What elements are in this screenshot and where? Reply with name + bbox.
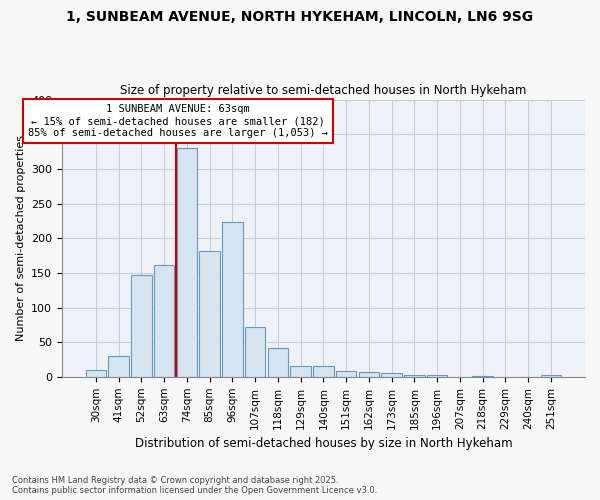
Bar <box>222 222 243 377</box>
Bar <box>109 356 129 377</box>
Bar <box>541 374 561 377</box>
Bar <box>177 148 197 377</box>
Text: Contains HM Land Registry data © Crown copyright and database right 2025.
Contai: Contains HM Land Registry data © Crown c… <box>12 476 377 495</box>
Bar <box>382 374 402 377</box>
Text: 1, SUNBEAM AVENUE, NORTH HYKEHAM, LINCOLN, LN6 9SG: 1, SUNBEAM AVENUE, NORTH HYKEHAM, LINCOL… <box>67 10 533 24</box>
Bar <box>199 250 220 377</box>
Y-axis label: Number of semi-detached properties: Number of semi-detached properties <box>16 135 26 341</box>
Bar <box>290 366 311 377</box>
Bar <box>359 372 379 377</box>
Bar <box>154 264 175 377</box>
Text: 1 SUNBEAM AVENUE: 63sqm
← 15% of semi-detached houses are smaller (182)
85% of s: 1 SUNBEAM AVENUE: 63sqm ← 15% of semi-de… <box>28 104 328 138</box>
Bar <box>336 372 356 377</box>
Bar <box>131 275 152 377</box>
X-axis label: Distribution of semi-detached houses by size in North Hykeham: Distribution of semi-detached houses by … <box>134 437 512 450</box>
Bar <box>245 327 265 377</box>
Bar <box>268 348 288 377</box>
Bar <box>313 366 334 377</box>
Bar <box>86 370 106 377</box>
Title: Size of property relative to semi-detached houses in North Hykeham: Size of property relative to semi-detach… <box>120 84 527 97</box>
Bar <box>404 374 425 377</box>
Bar <box>427 374 448 377</box>
Bar <box>472 376 493 377</box>
